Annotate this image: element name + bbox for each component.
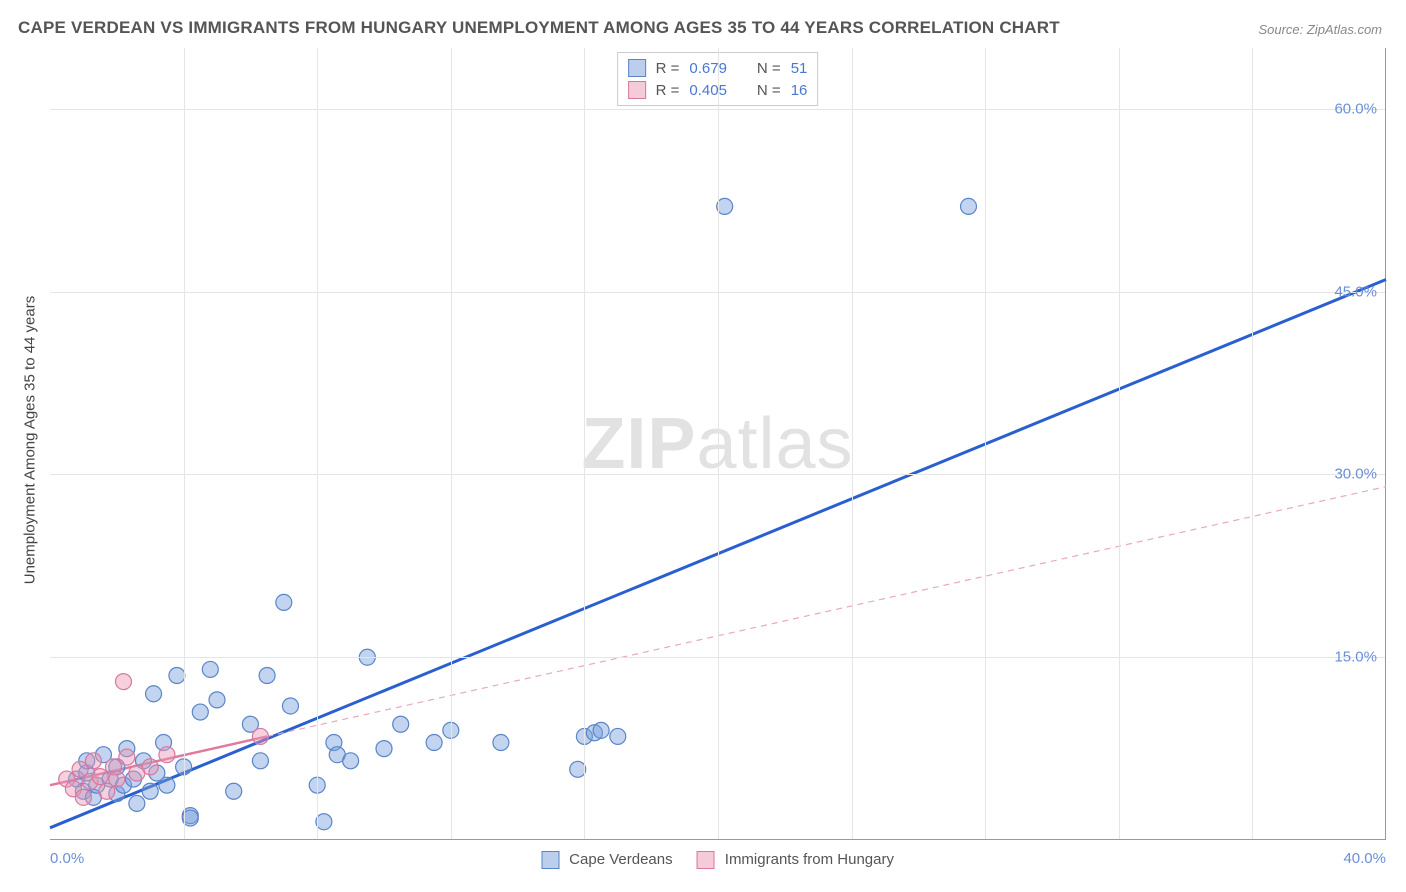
x-tick-label: 40.0% [1343, 850, 1386, 867]
scatter-point [570, 761, 586, 777]
gridline-v [852, 48, 853, 839]
y-tick-label: 30.0% [1334, 466, 1377, 483]
scatter-point [426, 735, 442, 751]
scatter-point [593, 722, 609, 738]
scatter-point [115, 674, 131, 690]
legend-label: Cape Verdeans [569, 851, 672, 868]
scatter-point [717, 198, 733, 214]
scatter-point [129, 795, 145, 811]
legend-series: Cape Verdeans Immigrants from Hungary [541, 851, 894, 869]
regression-line [267, 487, 1386, 737]
chart-title: CAPE VERDEAN VS IMMIGRANTS FROM HUNGARY … [18, 18, 1060, 38]
scatter-point [961, 198, 977, 214]
gridline-v [317, 48, 318, 839]
source-attribution: Source: ZipAtlas.com [1258, 22, 1382, 37]
scatter-point [209, 692, 225, 708]
y-tick-label: 60.0% [1334, 100, 1377, 117]
scatter-point [109, 771, 125, 787]
legend-label: Immigrants from Hungary [725, 851, 894, 868]
scatter-point [343, 753, 359, 769]
scatter-point [252, 728, 268, 744]
scatter-point [282, 698, 298, 714]
scatter-point [493, 735, 509, 751]
gridline-v [184, 48, 185, 839]
scatter-point [169, 668, 185, 684]
scatter-point [393, 716, 409, 732]
gridline-v [718, 48, 719, 839]
scatter-point [192, 704, 208, 720]
scatter-point [276, 594, 292, 610]
scatter-point [142, 783, 158, 799]
legend-item-blue: Cape Verdeans [541, 851, 673, 869]
plot-area: ZIPatlas R = 0.679 N = 51 R = 0.405 N = … [50, 48, 1386, 840]
y-tick-label: 15.0% [1334, 649, 1377, 666]
scatter-point [142, 759, 158, 775]
scatter-point [85, 753, 101, 769]
scatter-point [119, 749, 135, 765]
scatter-point [610, 728, 626, 744]
gridline-v [1119, 48, 1120, 839]
legend-swatch-pink [697, 851, 715, 869]
gridline-v [985, 48, 986, 839]
scatter-point [75, 789, 91, 805]
scatter-point [146, 686, 162, 702]
scatter-point [259, 668, 275, 684]
legend-item-pink: Immigrants from Hungary [697, 851, 894, 869]
gridline-v [1252, 48, 1253, 839]
scatter-point [252, 753, 268, 769]
scatter-point [202, 661, 218, 677]
scatter-point [159, 747, 175, 763]
y-axis-label: Unemployment Among Ages 35 to 44 years [22, 290, 39, 590]
scatter-point [226, 783, 242, 799]
scatter-point [182, 810, 198, 826]
x-tick-label: 0.0% [50, 850, 84, 867]
scatter-point [376, 741, 392, 757]
y-tick-label: 45.0% [1334, 283, 1377, 300]
scatter-point [92, 769, 108, 785]
scatter-point [316, 814, 332, 830]
gridline-v [451, 48, 452, 839]
legend-swatch-blue [541, 851, 559, 869]
scatter-point [159, 777, 175, 793]
gridline-v [584, 48, 585, 839]
